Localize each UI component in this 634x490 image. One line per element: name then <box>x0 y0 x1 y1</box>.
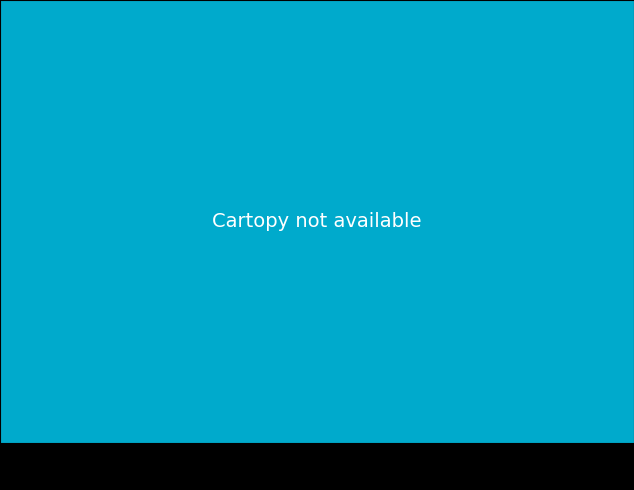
Text: Cartopy not available: Cartopy not available <box>212 212 422 231</box>
